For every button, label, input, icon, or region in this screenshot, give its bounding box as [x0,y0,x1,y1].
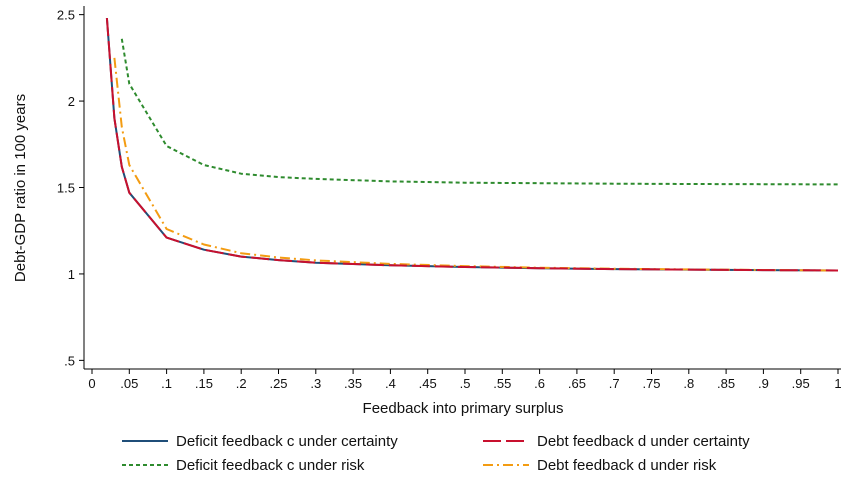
series-line-3 [120,38,839,186]
x-tick-label: .5 [460,376,471,391]
x-tick-label: .35 [344,376,362,391]
x-tick-label: .95 [792,376,810,391]
legend: Deficit feedback c under certainty Debt f… [122,433,750,474]
x-tick-label: .4 [385,376,396,391]
x-axis-title: Feedback into primary surplus [363,400,564,417]
y-tick-label: 2 [68,94,75,109]
legend-label: Deficit feedback c under certainty [176,433,398,450]
x-tick-label: .15 [195,376,213,391]
x-tick-label: .3 [310,376,321,391]
x-axis: 0 .05 .1 .15 .2 .25 .3 .35 .4 .45 .5 .55 .6 .65 .7 .75.… [84,368,842,391]
x-tick-label: .05 [120,376,138,391]
x-tick-label: .8 [683,376,694,391]
y-tick-label: .5 [64,353,75,368]
y-tick-label: 1 [68,267,75,282]
x-tick-label: .55 [493,376,511,391]
y-tick-label: 2.5 [57,8,75,23]
x-tick-label: .85 [717,376,735,391]
x-tick-label: 1 [834,376,841,391]
x-tick-label: .6 [534,376,545,391]
legend-label: Debt feedback d under risk [537,457,717,474]
x-tick-label: 0 [88,376,95,391]
x-tick-label: .65 [568,376,586,391]
series-line-4 [113,57,839,272]
x-tick-label: .25 [269,376,287,391]
x-tick-label: .7 [609,376,620,391]
plot-area [105,18,839,272]
legend-label: Deficit feedback c under risk [176,457,365,474]
x-tick-label: .1 [161,376,172,391]
x-tick-label: .45 [419,376,437,391]
y-axis: .5 1 1.5 2 2.5 [57,6,85,369]
y-tick-label: 1.5 [57,181,75,196]
series-line-2 [105,18,839,272]
legend-label: Debt feedback d under certainty [537,433,750,450]
x-tick-label: .9 [758,376,769,391]
y-axis-title: Debt-GDP ratio in 100 years [12,94,29,282]
x-tick-label: .75 [642,376,660,391]
series-line-1 [105,18,839,272]
x-tick-label: .2 [236,376,247,391]
